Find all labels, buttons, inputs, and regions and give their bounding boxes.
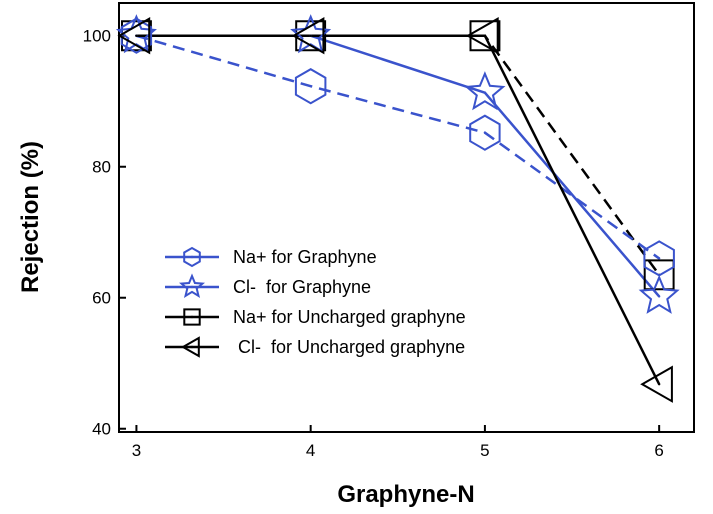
legend-label: Cl- for Uncharged graphyne [233,337,465,357]
data-point-hexagon-center [657,257,661,260]
data-point-hexagon [294,68,327,105]
plot-frame [118,2,695,433]
series-line-square [136,34,661,276]
data-point-star-center [483,91,487,94]
data-point-star [464,71,506,111]
y-axis-title: Rejection (%) [17,141,44,293]
data-point-triangle-left [117,16,151,55]
data-point-hexagon-center [483,131,487,134]
legend-marker-hexagon [183,246,201,268]
data-point-triangle-left-center [483,34,487,37]
axis-ticks: 3 4 5 6 40 60 80 100 [83,27,664,460]
x-tick-label: 6 [654,441,663,460]
legend-label: Cl- for Graphyne [233,277,371,297]
x-tick-label: 5 [480,441,489,460]
legend: Na+ for Graphyne Cl- for Graphyne Na+ for … [165,246,466,358]
legend-marker-square-center [190,315,194,319]
legend-marker-triangle-left-center [190,345,194,349]
data-point-star [638,274,680,314]
x-tick-label: 4 [306,441,315,460]
x-tick-label: 3 [132,441,141,460]
data-point-triangle-left-center [657,382,661,386]
y-tick-label: 80 [92,158,111,177]
legend-marker-square [183,308,201,326]
legend-marker-hexagon-center [190,255,194,259]
data-point-hexagon [469,114,501,151]
legend-marker-star [178,273,206,299]
data-point-triangle-left [465,16,499,55]
data-point-hexagon-center [309,84,312,88]
y-tick-label: 40 [92,420,111,439]
data-point-triangle-left [640,365,673,403]
y-tick-label: 100 [83,27,111,46]
series-line-hexagon [136,34,660,260]
data-point-square [295,20,327,52]
series-markers [115,14,680,403]
legend-marker-star-center [190,285,194,289]
legend-label: Na+ for Uncharged graphyne [233,307,466,327]
data-point-triangle-left-center [309,34,312,37]
data-point-triangle-left [291,16,325,55]
legend-marker-triangle-left [180,336,200,358]
data-point-star-center [657,295,661,298]
y-tick-label: 60 [92,289,111,308]
x-axis-title: Graphyne-N [337,481,474,508]
data-point-triangle-left-center [135,34,138,37]
data-point-hexagon [120,17,153,54]
legend-label: Na+ for Graphyne [233,247,377,267]
data-point-square [469,20,501,52]
series-lines [136,34,661,385]
series-line-triangle-left [136,34,661,385]
